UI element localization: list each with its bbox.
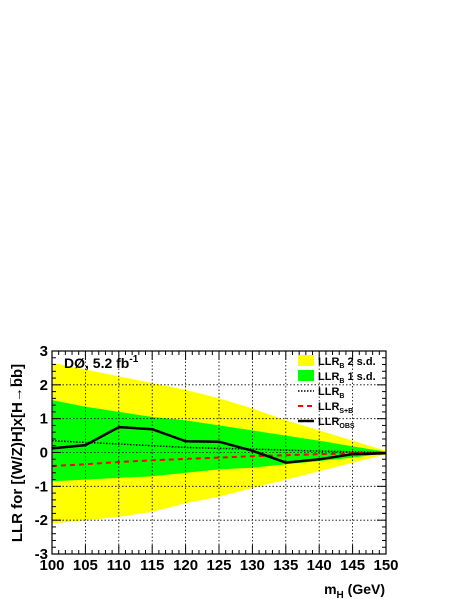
annotation-main: DØ, 5.2 fb (64, 355, 129, 371)
x-tick-label: 145 (340, 557, 365, 574)
x-tick-label: 100 (39, 557, 64, 574)
legend-label: LLRB 2 s.d. (318, 356, 376, 370)
x-tick-label: 130 (240, 557, 265, 574)
legend-label: LLRS+B (318, 401, 353, 415)
legend-swatch (298, 370, 314, 381)
x-tick-label: 110 (107, 557, 131, 574)
legend-item-llr-sb: LLRS+B (298, 401, 353, 415)
x-tick-label: 105 (73, 557, 98, 574)
grid-lines (52, 351, 386, 554)
y-tick-label: -3 (35, 546, 48, 563)
x-axis-label: mH (GeV) (324, 581, 385, 599)
y-tick-label: 1 (40, 411, 48, 428)
legend-item-band-1sd: LLRB 1 s.d. (298, 370, 376, 385)
legend-label: LLROBS (318, 416, 355, 430)
legend-item-llr-obs: LLROBS (298, 416, 355, 430)
x-axis-label-unit: (GeV) (344, 581, 385, 597)
y-axis-label: LLR for [(W/Z)H]x[H→b̅b] (9, 364, 26, 542)
x-tick-label: 125 (206, 557, 231, 574)
legend-item-llr-b: LLRB (298, 386, 344, 400)
x-tick-label: 120 (173, 557, 198, 574)
x-tick-label: 150 (373, 557, 398, 574)
legend-label: LLRB (318, 386, 344, 400)
x-tick-label: 140 (307, 557, 332, 574)
legend-swatch (298, 355, 314, 366)
x-axis-label-main: m (324, 581, 336, 597)
x-tick-label: 135 (273, 557, 298, 574)
x-tick-label: 115 (140, 557, 164, 574)
y-tick-label: 0 (40, 445, 48, 462)
x-axis-label-sub: H (337, 590, 344, 599)
series-lines (51, 425, 387, 467)
y-tick-label: -2 (35, 512, 48, 529)
line-llr-obs (51, 425, 387, 464)
axes (51, 350, 387, 555)
y-tick-label: 2 (40, 377, 48, 394)
experiment-annotation: DØ, 5.2 fb-1 (64, 354, 139, 371)
legend-label: LLRB 1 s.d. (318, 371, 376, 385)
y-tick-label: -1 (35, 478, 48, 495)
line-llr-sb (51, 451, 387, 467)
legend-item-band-2sd: LLRB 2 s.d. (298, 355, 376, 370)
annotation-sup: -1 (129, 354, 138, 365)
tick-labels: 100 105 110 115 120 125 130 135 140 145 150 -3 -2 -1 0… (35, 343, 399, 574)
y-tick-label: 3 (40, 343, 48, 360)
